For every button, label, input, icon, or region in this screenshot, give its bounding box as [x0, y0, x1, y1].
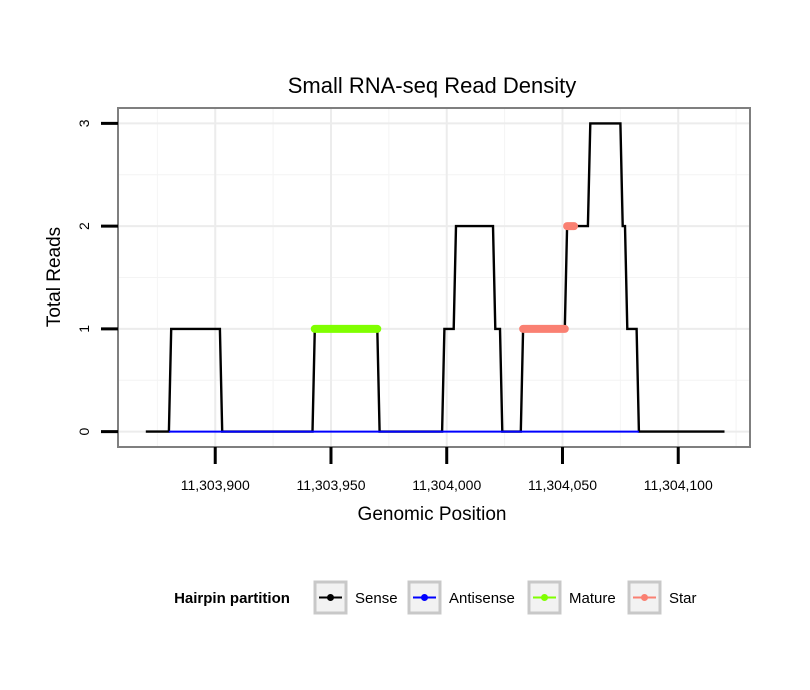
x-tick-label: 11,304,000	[412, 477, 481, 493]
plot-border	[117, 107, 751, 448]
legend-key-dot	[421, 594, 428, 601]
series-layer	[145, 122, 725, 433]
y-axis-label: Total Reads	[44, 227, 65, 327]
legend-item-sense: Sense	[313, 580, 398, 615]
legend: Hairpin partition Sense Antisense Mature St…	[174, 580, 697, 615]
y-tick-label: 0	[76, 427, 92, 435]
legend-item-label: Antisense	[449, 590, 515, 607]
y-tick-label: 2	[76, 222, 92, 230]
legend-item-label: Sense	[355, 590, 398, 607]
legend-item-mature: Mature	[527, 580, 616, 615]
x-axis-label: Genomic Position	[358, 504, 507, 525]
x-tick-label: 11,303,950	[296, 477, 365, 493]
chart-title: Small RNA-seq Read Density	[288, 73, 577, 98]
legend-item-label: Star	[669, 590, 697, 607]
x-tick-label: 11,303,900	[181, 477, 250, 493]
x-tick-label: 11,304,100	[644, 477, 713, 493]
legend-key-dot	[641, 594, 648, 601]
legend-item-label: Mature	[569, 590, 616, 607]
axes: 11,303,900 11,303,950 11,304,000 11,304,050…	[76, 119, 713, 493]
legend-item-star: Star	[627, 580, 697, 615]
legend-key-dot	[327, 594, 334, 601]
y-tick-label: 1	[76, 325, 92, 333]
x-tick-label: 11,304,050	[528, 477, 597, 493]
y-tick-label: 3	[76, 119, 92, 127]
legend-item-antisense: Antisense	[407, 580, 515, 615]
legend-title: Hairpin partition	[174, 590, 290, 607]
legend-key-dot	[541, 594, 548, 601]
